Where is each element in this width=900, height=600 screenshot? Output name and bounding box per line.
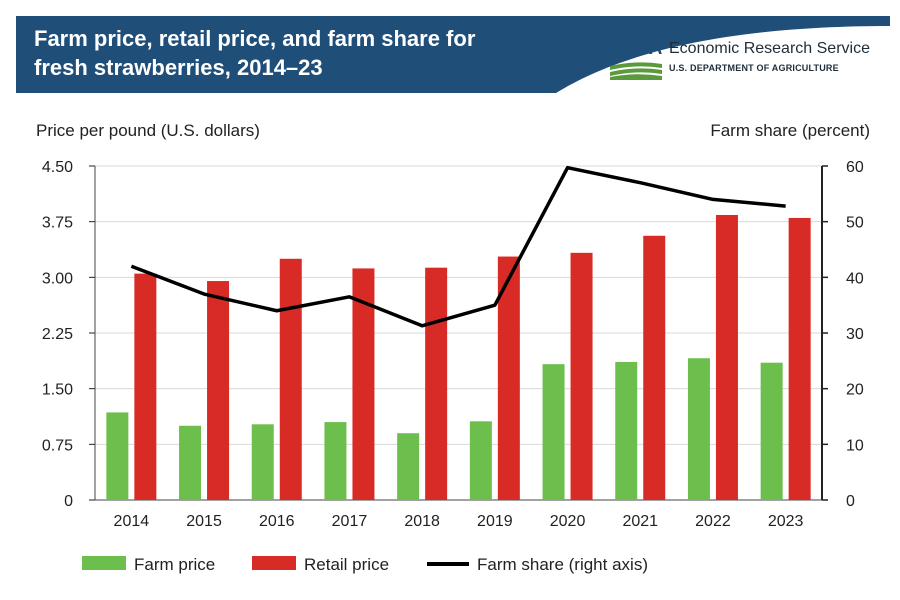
farm-price-bar bbox=[615, 361, 638, 500]
x-tick-label: 2020 bbox=[550, 513, 586, 530]
y-axis-left-title: Price per pound (U.S. dollars) bbox=[36, 121, 260, 140]
x-tick-label: 2014 bbox=[114, 513, 150, 530]
x-tick-label: 2015 bbox=[186, 513, 222, 530]
farm-price-bar bbox=[324, 422, 347, 500]
y-right-tick-label: 0 bbox=[846, 493, 855, 510]
y-right-tick-label: 50 bbox=[846, 215, 864, 232]
legend-label: Retail price bbox=[304, 555, 389, 574]
retail-price-bar bbox=[570, 252, 593, 500]
farm-price-bar bbox=[542, 364, 565, 500]
bars bbox=[106, 214, 811, 500]
chart-title-line-2: fresh strawberries, 2014–23 bbox=[34, 55, 323, 80]
farm-price-bar bbox=[251, 424, 274, 500]
legend-label: Farm share (right axis) bbox=[477, 555, 648, 574]
x-tick-label: 2016 bbox=[259, 513, 295, 530]
department-name: U.S. DEPARTMENT OF AGRICULTURE bbox=[669, 63, 839, 73]
x-tick-label: 2023 bbox=[768, 513, 804, 530]
retail-price-bar bbox=[425, 267, 448, 500]
retail-price-bar bbox=[207, 281, 230, 500]
agency-name: Economic Research Service bbox=[669, 40, 870, 57]
usda-logo: USDA bbox=[610, 38, 662, 80]
y-left-tick-label: 4.50 bbox=[42, 159, 73, 176]
y-left-tick-label: 3.00 bbox=[42, 270, 73, 287]
y-left-tick-label: 0 bbox=[64, 493, 73, 510]
gridlines bbox=[95, 165, 822, 445]
x-tick-label: 2018 bbox=[404, 513, 440, 530]
y-right-tick-label: 40 bbox=[846, 270, 864, 287]
retail-price-bar bbox=[788, 217, 811, 500]
x-tick-label: 2021 bbox=[622, 513, 658, 530]
farm-price-bar bbox=[760, 362, 783, 500]
legend-swatch-retail-price bbox=[252, 556, 296, 570]
legend: Farm price Retail price Farm share (right … bbox=[82, 555, 648, 574]
y-left-tick-label: 3.75 bbox=[42, 215, 73, 232]
retail-price-bar bbox=[715, 214, 738, 500]
usda-logo-text: USDA bbox=[610, 38, 662, 59]
y-axis-right-title: Farm share (percent) bbox=[710, 121, 870, 140]
legend-label: Farm price bbox=[134, 555, 215, 574]
banner-background bbox=[16, 16, 890, 93]
farm-price-bar bbox=[687, 358, 710, 500]
retail-price-bar bbox=[134, 273, 157, 500]
x-tick-label: 2019 bbox=[477, 513, 513, 530]
banner-shape bbox=[16, 16, 890, 93]
y-left-tick-label: 0.75 bbox=[42, 437, 73, 454]
retail-price-bar bbox=[643, 235, 666, 500]
usda-field-icon bbox=[610, 62, 662, 80]
farm-share-line bbox=[130, 165, 786, 328]
tick-labels: 4.50 3.75 3.00 2.25 1.50 0.75 0 60 50 40 30 20 10 0 20… bbox=[42, 159, 864, 530]
retail-price-bar bbox=[279, 258, 302, 500]
retail-price-bar bbox=[497, 256, 520, 500]
y-left-tick-label: 2.25 bbox=[42, 326, 73, 343]
chart-title-line-1: Farm price, retail price, and farm share… bbox=[34, 26, 476, 51]
farm-price-bar bbox=[469, 421, 492, 500]
y-right-tick-label: 20 bbox=[846, 382, 864, 399]
y-left-tick-label: 1.50 bbox=[42, 382, 73, 399]
farm-share-line-group bbox=[130, 165, 786, 328]
y-right-tick-label: 60 bbox=[846, 159, 864, 176]
x-tick-label: 2017 bbox=[332, 513, 368, 530]
y-right-tick-label: 10 bbox=[846, 437, 864, 454]
farm-price-bar bbox=[179, 425, 202, 500]
farm-price-bar bbox=[397, 433, 420, 500]
y-right-tick-label: 30 bbox=[846, 326, 864, 343]
title-banner: Farm price, retail price, and farm share… bbox=[16, 16, 890, 93]
legend-swatch-farm-price bbox=[82, 556, 126, 570]
retail-price-bar bbox=[352, 268, 375, 500]
x-tick-label: 2022 bbox=[695, 513, 731, 530]
farm-price-bar bbox=[106, 412, 129, 500]
